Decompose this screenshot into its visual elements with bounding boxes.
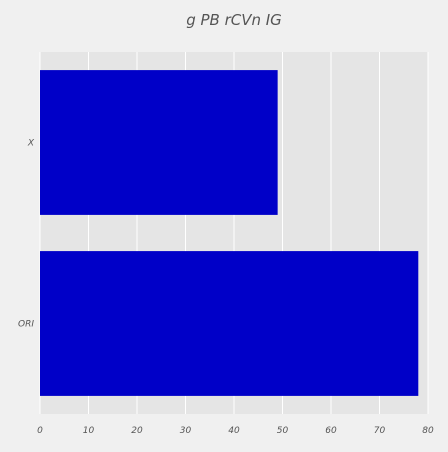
y-tick-label-ori: ORI bbox=[18, 320, 34, 330]
bar-ori bbox=[40, 251, 419, 396]
x-tick-label-30: 30 bbox=[180, 426, 192, 436]
x-tick-label-50: 50 bbox=[277, 426, 289, 436]
x-tick-label-70: 70 bbox=[374, 426, 386, 436]
x-tick-label-80: 80 bbox=[422, 426, 434, 436]
x-tick-labels: 0 10 20 30 40 50 60 70 80 bbox=[37, 426, 434, 436]
x-tick-label-20: 20 bbox=[131, 426, 143, 436]
y-tick-label-x: X bbox=[27, 139, 35, 149]
x-tick-label-10: 10 bbox=[83, 426, 95, 436]
x-tick-label-60: 60 bbox=[325, 426, 337, 436]
x-tick-label-0: 0 bbox=[37, 426, 43, 436]
chart-title: g PB rCVn IG bbox=[186, 11, 282, 29]
y-tick-labels: X ORI bbox=[18, 139, 35, 330]
bar-x bbox=[40, 70, 278, 215]
bars bbox=[40, 70, 419, 396]
x-tick-label-40: 40 bbox=[228, 426, 240, 436]
